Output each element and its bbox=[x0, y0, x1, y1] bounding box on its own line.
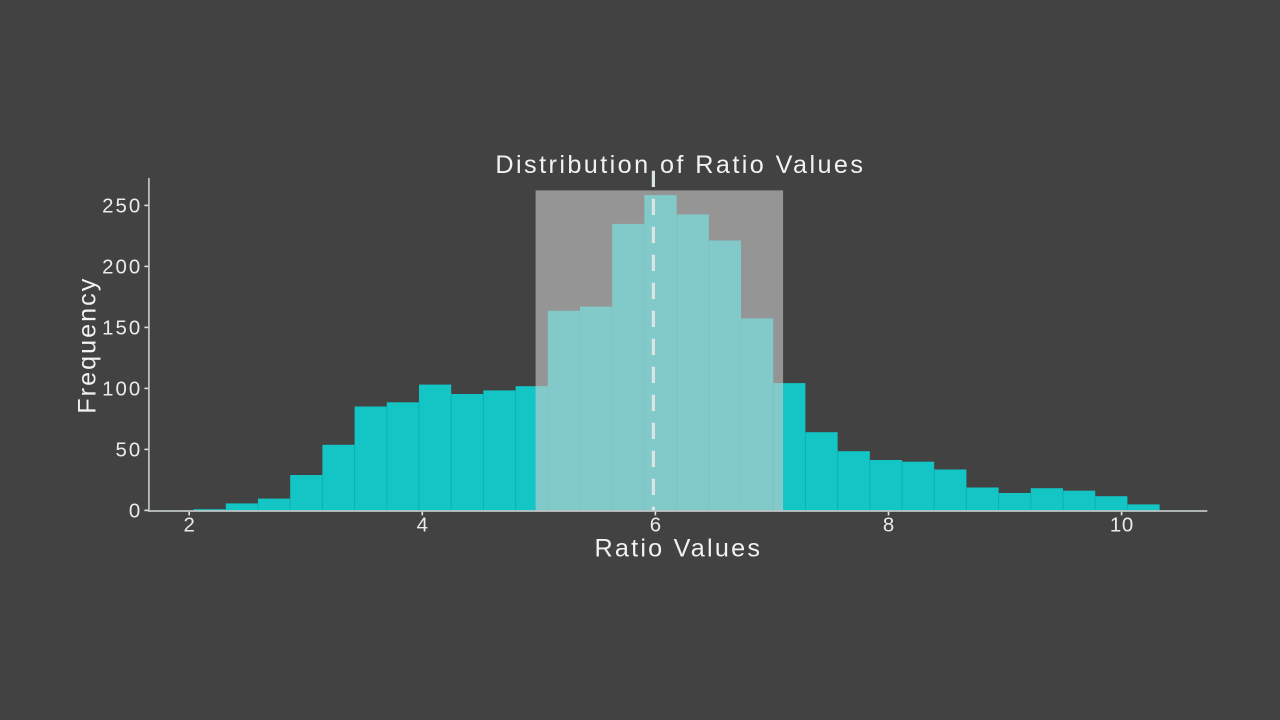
svg-text:10: 10 bbox=[1110, 515, 1134, 537]
svg-text:Ratio Values: Ratio Values bbox=[594, 534, 762, 562]
svg-text:50: 50 bbox=[116, 440, 143, 462]
svg-text:4: 4 bbox=[417, 515, 429, 537]
svg-text:150: 150 bbox=[102, 318, 142, 340]
svg-text:200: 200 bbox=[102, 257, 142, 279]
svg-text:2: 2 bbox=[184, 515, 196, 537]
svg-text:0: 0 bbox=[129, 501, 142, 523]
svg-text:6: 6 bbox=[650, 515, 662, 537]
svg-text:Frequency: Frequency bbox=[74, 277, 102, 414]
svg-text:Distribution of Ratio Values: Distribution of Ratio Values bbox=[495, 151, 865, 179]
svg-text:100: 100 bbox=[102, 379, 142, 401]
svg-text:8: 8 bbox=[883, 515, 895, 537]
svg-text:250: 250 bbox=[102, 196, 142, 218]
